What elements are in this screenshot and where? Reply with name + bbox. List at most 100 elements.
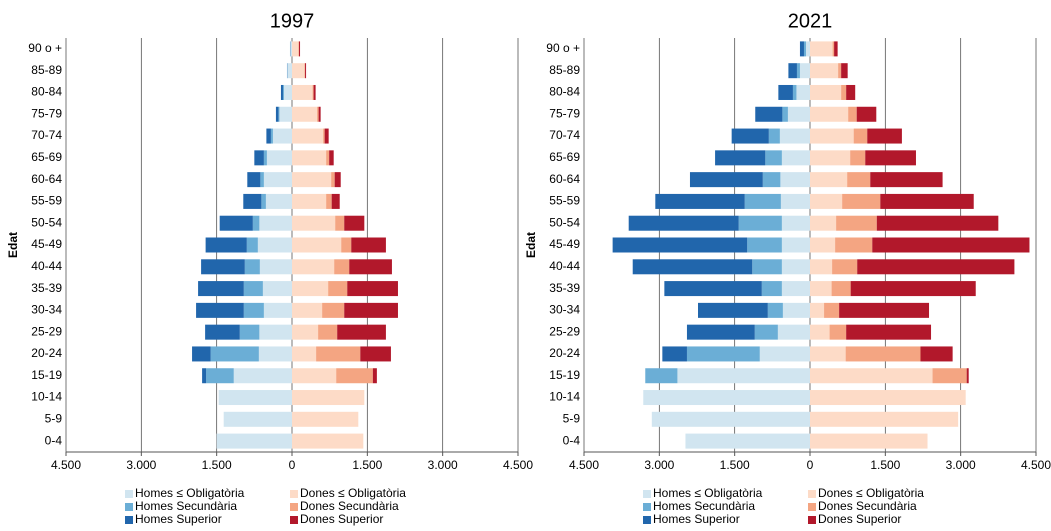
legend-swatch (808, 490, 816, 498)
bar-segment (349, 259, 392, 275)
legend-label: Dones ≤ Obligatòria (300, 486, 406, 500)
bar-segment (651, 411, 810, 427)
bar-segment (754, 324, 778, 340)
bar-segment (239, 324, 260, 340)
bar-segment (731, 128, 769, 144)
y-tick-label: 0-4 (563, 433, 581, 447)
bar-segment (331, 193, 340, 209)
bar-segment (645, 368, 678, 384)
bar-segment (865, 150, 916, 166)
x-tick-label: 4.500 (503, 458, 533, 472)
bar-segment (662, 346, 687, 362)
bar-segment (782, 302, 810, 318)
bar-segment (278, 106, 280, 122)
bar-segment (810, 128, 854, 144)
bar-segment (781, 259, 810, 275)
bar-segment (292, 259, 335, 275)
legend-label: Dones Superior (818, 512, 901, 526)
bar-segment (292, 237, 342, 253)
bar-segment (836, 215, 877, 231)
bar-segment (810, 215, 837, 231)
bar-segment (872, 237, 1030, 253)
bar-segment (201, 259, 245, 275)
bar-segment (292, 84, 313, 100)
bar-segment (316, 346, 361, 362)
bar-segment (870, 172, 943, 188)
bar-segment (778, 84, 793, 100)
bar-segment (759, 346, 810, 362)
y-tick-label: 25-29 (31, 324, 62, 338)
bar-segment (292, 106, 318, 122)
bar-segment (779, 128, 810, 144)
bar-segment (252, 215, 260, 231)
bar-segment (351, 237, 386, 253)
bar-segment (328, 281, 348, 297)
bar-segment (202, 368, 207, 384)
bar-segment (261, 193, 266, 209)
legend-swatch (125, 516, 133, 524)
bar-segment (216, 433, 292, 449)
y-tick-label: 30-34 (31, 303, 62, 317)
bar-segment (298, 41, 300, 57)
legend-label: Homes Secundària (135, 499, 237, 513)
bar-segment (205, 324, 240, 340)
x-tick-label: 1.500 (720, 458, 750, 472)
x-tick-label: 4.500 (51, 458, 81, 472)
bar-segment (324, 128, 329, 144)
bar-segment (632, 259, 753, 275)
y-tick-label: 35-39 (31, 281, 62, 295)
bar-segment (198, 281, 244, 297)
bar-segment (846, 84, 856, 100)
bar-segment (850, 281, 976, 297)
bar-segment (796, 84, 810, 100)
bar-segment (920, 346, 953, 362)
bar-segment (233, 368, 292, 384)
bar-segment (765, 150, 782, 166)
bar-segment (810, 368, 933, 384)
legend-swatch (125, 490, 133, 498)
bar-segment (347, 281, 398, 297)
bar-segment (781, 215, 810, 231)
bar-segment (842, 193, 881, 209)
y-tick-label: 5-9 (563, 411, 581, 425)
y-tick-label: 85-89 (31, 63, 62, 77)
bar-segment (810, 84, 842, 100)
bar-segment (829, 324, 847, 340)
bar-segment (677, 368, 810, 384)
bar-segment (334, 259, 350, 275)
bar-segment (260, 172, 264, 188)
bar-segment (856, 106, 877, 122)
legend-label: Homes Superior (653, 512, 740, 526)
bar-segment (317, 106, 319, 122)
bar-segment (966, 368, 969, 384)
bar-segment (223, 411, 292, 427)
bar-segment (832, 41, 835, 57)
y-tick-label: 45-49 (549, 237, 580, 251)
bar-segment (299, 41, 301, 57)
bar-segment (664, 281, 762, 297)
bar-segment (867, 128, 902, 144)
bar-segment (768, 128, 780, 144)
bar-segment (344, 302, 398, 318)
bar-segment (612, 237, 748, 253)
bar-segment (767, 302, 783, 318)
bar-segment (788, 63, 797, 79)
bar-segment (810, 41, 833, 57)
bar-segment (810, 63, 839, 79)
bar-segment (263, 172, 292, 188)
bar-segment (810, 302, 825, 318)
y-tick-label: 55-59 (549, 194, 580, 208)
bar-segment (810, 259, 833, 275)
y-axis-label: Edat (6, 232, 20, 258)
bar-segment (292, 411, 359, 427)
bar-segment (210, 346, 259, 362)
bar-segment (279, 106, 292, 122)
bar-segment (318, 324, 338, 340)
y-tick-label: 15-19 (549, 368, 580, 382)
x-tick-label: 3.000 (644, 458, 674, 472)
bar-segment (805, 41, 810, 57)
legend-swatch (808, 503, 816, 511)
bar-segment (334, 172, 341, 188)
bar-segment (205, 237, 247, 253)
bar-segment (782, 106, 788, 122)
